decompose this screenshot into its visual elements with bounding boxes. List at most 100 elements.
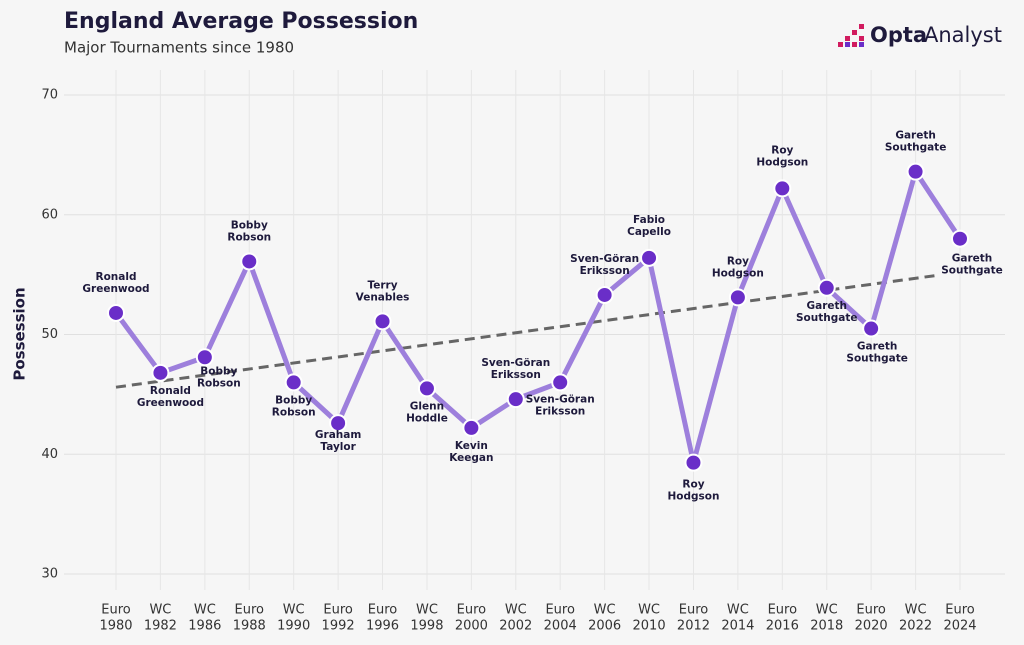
x-tick-label: WC (416, 603, 438, 618)
point-label: Capello (627, 226, 671, 238)
point-label: Sven-Göran (526, 393, 595, 405)
point-label: Hodgson (756, 156, 808, 168)
point-label: Venables (356, 291, 410, 303)
x-tick-label: 2000 (455, 619, 488, 634)
point-label: Roy (682, 479, 704, 491)
brand-name: Analyst (924, 23, 1002, 47)
x-tick-label: WC (194, 603, 216, 618)
point-label: Southgate (846, 353, 908, 365)
x-tick-label: Euro (545, 603, 575, 618)
data-point (462, 418, 481, 437)
data-point (684, 453, 703, 472)
x-tick-label: 2016 (766, 619, 799, 634)
data-point (284, 373, 303, 392)
x-tick-label: Euro (945, 603, 975, 618)
y-tick-label: 60 (41, 207, 58, 222)
series-line (113, 169, 963, 466)
data-point (107, 303, 125, 322)
y-axis-label: Possession (11, 287, 29, 380)
point-label: Eriksson (491, 369, 541, 381)
point-label: Keegan (449, 452, 493, 464)
point-label: Bobby (231, 219, 268, 231)
point-label: Greenwood (82, 283, 149, 295)
point-label: Ronald (150, 385, 191, 397)
data-point (240, 252, 259, 271)
x-tick-label: 1980 (99, 619, 132, 634)
x-tick-label: WC (283, 603, 305, 618)
point-label: Southgate (941, 265, 1003, 277)
x-tick-label: WC (149, 603, 171, 618)
y-tick-label: 70 (41, 88, 58, 103)
data-point (551, 373, 570, 392)
point-label: Gareth (806, 300, 847, 312)
x-tick-label: 2010 (633, 619, 666, 634)
x-tick-label: Euro (235, 603, 265, 618)
point-label: Gareth (895, 130, 936, 142)
data-point (773, 179, 792, 198)
data-point (417, 379, 436, 398)
point-label: Roy (727, 255, 749, 267)
chart-subtitle: Major Tournaments since 1980 (64, 39, 294, 57)
data-point (862, 319, 881, 338)
x-tick-label: Euro (368, 603, 398, 618)
point-label: Bobby (275, 394, 312, 406)
x-tick-label: WC (638, 603, 660, 618)
point-label: Greenwood (137, 397, 204, 409)
point-label: Robson (197, 377, 241, 389)
point-label: Hodgson (667, 491, 719, 503)
x-tick-label: 2018 (810, 619, 843, 634)
data-point (329, 414, 348, 433)
point-label: Bobby (200, 365, 237, 377)
data-point (595, 285, 614, 304)
brand-name: Opta (870, 23, 927, 47)
x-tick-label: 1988 (233, 619, 266, 634)
x-tick-label: WC (905, 603, 927, 618)
x-tick-label: Euro (457, 603, 487, 618)
x-tick-label: 2020 (855, 619, 888, 634)
x-tick-label: 2014 (721, 619, 754, 634)
x-tick-label: WC (816, 603, 838, 618)
point-label: Gareth (952, 253, 993, 265)
point-label: Sven-Göran (570, 253, 639, 265)
point-label: Hoddle (406, 412, 448, 424)
x-tick-label: 2002 (499, 619, 532, 634)
x-tick-label: 2006 (588, 619, 621, 634)
x-tick-label: WC (727, 603, 749, 618)
x-tick-label: Euro (101, 603, 131, 618)
data-point (906, 162, 925, 181)
data-point (728, 288, 747, 307)
point-label: Robson (227, 231, 271, 243)
x-tick-label: Euro (323, 603, 353, 618)
x-tick-label: Euro (856, 603, 886, 618)
point-label: Robson (272, 406, 316, 418)
x-tick-label: 2012 (677, 619, 710, 634)
x-tick-label: Euro (768, 603, 798, 618)
x-tick-label: WC (594, 603, 616, 618)
x-tick-label: 2004 (544, 619, 577, 634)
y-tick-label: 50 (41, 327, 58, 342)
point-label: Terry (367, 279, 397, 291)
point-label: Hodgson (712, 267, 764, 279)
x-tick-label: 1982 (144, 619, 177, 634)
point-label: Graham (315, 429, 361, 441)
point-label: Sven-Göran (481, 357, 550, 369)
point-label: Ronald (96, 271, 137, 283)
chart-title: England Average Possession (64, 9, 418, 34)
x-tick-label: 1998 (410, 619, 443, 634)
x-tick-label: 1996 (366, 619, 399, 634)
x-tick-label: 1986 (188, 619, 221, 634)
logo-icon (838, 24, 864, 47)
point-label: Eriksson (535, 405, 585, 417)
data-point (195, 348, 214, 367)
data-point (506, 390, 525, 409)
x-tick-label: 1990 (277, 619, 310, 634)
point-label: Taylor (320, 441, 356, 453)
point-label: Roy (771, 144, 793, 156)
y-tick-label: 40 (41, 447, 58, 462)
point-label: Gareth (857, 341, 898, 353)
trend-line (115, 274, 936, 389)
point-label: Eriksson (580, 265, 630, 277)
data-point (151, 363, 170, 382)
x-tick-label: WC (505, 603, 527, 618)
